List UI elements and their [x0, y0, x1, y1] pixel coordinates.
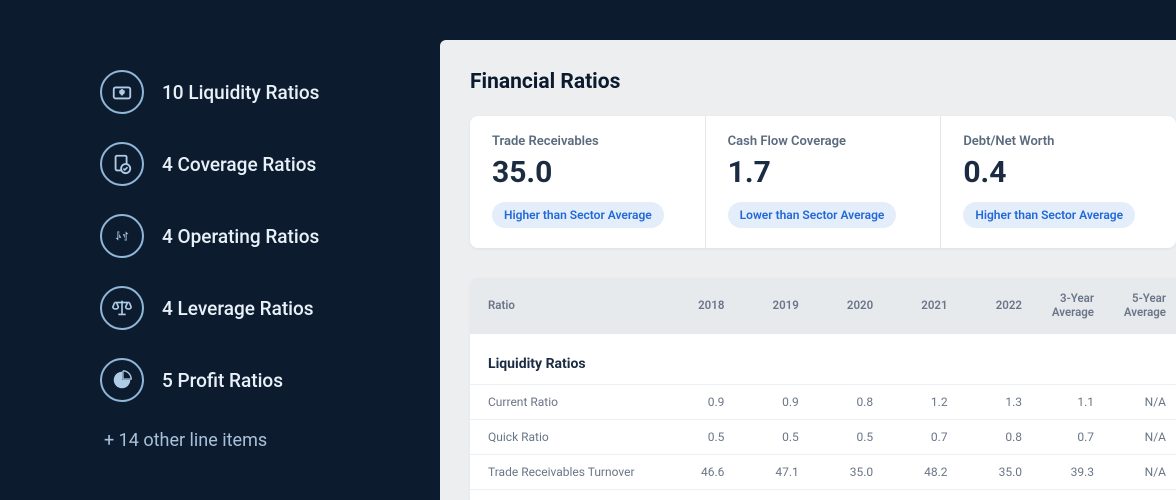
- status-badge: Higher than Sector Average: [963, 202, 1135, 228]
- row-cell: 35.0: [958, 454, 1032, 489]
- card-label: Debt/Net Worth: [963, 134, 1154, 149]
- row-label: Current Ratio: [470, 384, 660, 419]
- sidebar-item-label: 10 Liquidity Ratios: [162, 81, 319, 104]
- row-label: Trade Receivables Turnover: [470, 454, 660, 489]
- sidebar-item-label: 4 Operating Ratios: [162, 225, 319, 248]
- table-row: Quick Ratio0.50.50.50.70.80.7N/A: [470, 419, 1176, 454]
- row-cell: 1.3: [958, 384, 1032, 419]
- row-cell: 0.5: [660, 419, 734, 454]
- row-cell: 47.1: [734, 454, 808, 489]
- check-doc-icon: [100, 142, 144, 186]
- financial-ratios-panel: Financial Ratios Trade Receivables 35.0 …: [440, 40, 1176, 500]
- col-3yr: 3-Year Average: [1032, 278, 1104, 334]
- row-cell: N/A: [1104, 454, 1176, 489]
- row-cell: 0.7: [883, 419, 957, 454]
- row-cell: 10.4: [958, 489, 1032, 500]
- section-label: Liquidity Ratios: [470, 334, 1176, 385]
- sidebar-item-operating[interactable]: 4 Operating Ratios: [100, 214, 400, 258]
- row-label: Quick Ratio: [470, 419, 660, 454]
- row-cell: 35.0: [809, 454, 883, 489]
- panel-title: Financial Ratios: [470, 70, 1176, 94]
- sidebar-item-label: 5 Profit Ratios: [162, 369, 283, 392]
- row-cell: 10.4: [809, 489, 883, 500]
- sidebar-item-profit[interactable]: 5 Profit Ratios: [100, 358, 400, 402]
- dollar-icon: $: [100, 70, 144, 114]
- row-cell: 0.5: [734, 419, 808, 454]
- scales-icon: [100, 286, 144, 330]
- row-cell: 0.8: [809, 384, 883, 419]
- row-cell: 7.8: [660, 489, 734, 500]
- col-5yr: 5-Year Average: [1104, 278, 1176, 334]
- card-value: 35.0: [492, 155, 683, 190]
- sidebar: $ 10 Liquidity Ratios 4 Coverage Ratios …: [0, 0, 440, 500]
- card-debt-net-worth: Debt/Net Worth 0.4 Higher than Sector Av…: [941, 116, 1176, 248]
- card-label: Trade Receivables: [492, 134, 683, 149]
- more-line-items: + 14 other line items: [104, 430, 400, 451]
- table-row: Days' Receivables7.87.810.47.610.49.4N/A: [470, 489, 1176, 500]
- row-cell: 0.5: [809, 419, 883, 454]
- row-cell: 7.6: [883, 489, 957, 500]
- row-cell: N/A: [1104, 489, 1176, 500]
- row-cell: 9.4: [1032, 489, 1104, 500]
- row-cell: N/A: [1104, 419, 1176, 454]
- row-cell: 39.3: [1032, 454, 1104, 489]
- sidebar-item-liquidity[interactable]: $ 10 Liquidity Ratios: [100, 70, 400, 114]
- table-section-row: Liquidity Ratios: [470, 334, 1176, 385]
- arrows-icon: [100, 214, 144, 258]
- sidebar-item-label: 4 Coverage Ratios: [162, 153, 316, 176]
- pie-icon: [100, 358, 144, 402]
- ratios-table: Ratio 2018 2019 2020 2021 2022 3-Year Av…: [470, 278, 1176, 500]
- card-cash-flow-coverage: Cash Flow Coverage 1.7 Lower than Sector…: [706, 116, 942, 248]
- card-label: Cash Flow Coverage: [728, 134, 919, 149]
- row-cell: 46.6: [660, 454, 734, 489]
- col-2020: 2020: [809, 278, 883, 334]
- table-row: Current Ratio0.90.90.81.21.31.1N/A: [470, 384, 1176, 419]
- col-2018: 2018: [660, 278, 734, 334]
- status-badge: Higher than Sector Average: [492, 202, 664, 228]
- svg-text:$: $: [121, 89, 124, 96]
- row-cell: 1.2: [883, 384, 957, 419]
- row-cell: 0.8: [958, 419, 1032, 454]
- row-cell: 48.2: [883, 454, 957, 489]
- row-cell: 1.1: [1032, 384, 1104, 419]
- row-cell: 0.9: [734, 384, 808, 419]
- card-trade-receivables: Trade Receivables 35.0 Higher than Secto…: [470, 116, 706, 248]
- table-header-row: Ratio 2018 2019 2020 2021 2022 3-Year Av…: [470, 278, 1176, 334]
- summary-cards: Trade Receivables 35.0 Higher than Secto…: [470, 116, 1176, 248]
- table-row: Trade Receivables Turnover46.647.135.048…: [470, 454, 1176, 489]
- row-label: Days' Receivables: [470, 489, 660, 500]
- col-ratio: Ratio: [470, 278, 660, 334]
- sidebar-item-coverage[interactable]: 4 Coverage Ratios: [100, 142, 400, 186]
- card-value: 0.4: [963, 155, 1154, 190]
- sidebar-item-label: 4 Leverage Ratios: [162, 297, 314, 320]
- row-cell: 0.7: [1032, 419, 1104, 454]
- status-badge: Lower than Sector Average: [728, 202, 897, 228]
- sidebar-item-leverage[interactable]: 4 Leverage Ratios: [100, 286, 400, 330]
- row-cell: N/A: [1104, 384, 1176, 419]
- card-value: 1.7: [728, 155, 919, 190]
- col-2021: 2021: [883, 278, 957, 334]
- row-cell: 7.8: [734, 489, 808, 500]
- col-2022: 2022: [958, 278, 1032, 334]
- col-2019: 2019: [734, 278, 808, 334]
- row-cell: 0.9: [660, 384, 734, 419]
